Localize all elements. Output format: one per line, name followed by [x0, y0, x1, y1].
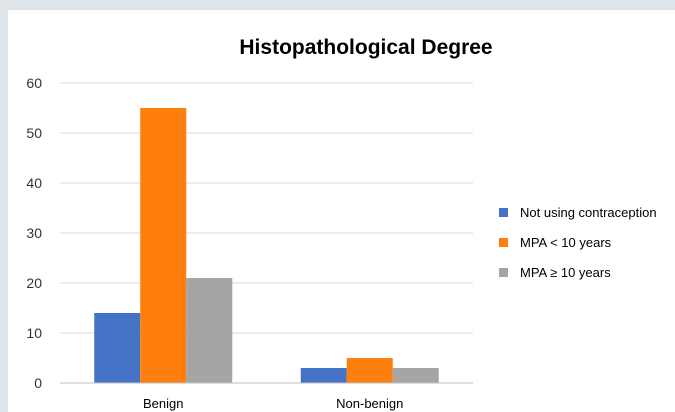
category-label: Benign: [143, 396, 183, 411]
y-tick-label: 50: [26, 125, 42, 141]
legend-swatch: [499, 238, 508, 247]
legend-label: Not using contraception: [520, 205, 657, 220]
bar-non-benign-series-1: [300, 368, 347, 383]
y-tick-label: 60: [26, 75, 42, 91]
legend-label: MPA ≥ 10 years: [520, 265, 611, 280]
y-tick-label: 10: [26, 325, 42, 341]
legend-swatch: [499, 208, 508, 217]
bar-non-benign-series-3: [392, 368, 439, 383]
y-tick-label: 0: [34, 375, 42, 391]
legend: Not using contraception MPA < 10 years MPA…: [499, 205, 657, 280]
chart-area: Histopathological Degree 0 10 20 30 40 50 60 B…: [8, 10, 675, 412]
y-tick-label: 40: [26, 175, 42, 191]
bars: [94, 108, 439, 383]
legend-swatch: [499, 268, 508, 277]
chart-title: Histopathological Degree: [239, 36, 492, 59]
gridlines: [60, 82, 473, 334]
y-axis-tick-labels: 0 10 20 30 40 50 60: [26, 75, 42, 391]
bar-benign-series-1: [94, 313, 141, 383]
bar-benign-series-3: [186, 278, 233, 383]
y-tick-label: 20: [26, 275, 42, 291]
bar-chart: Histopathological Degree 0 10 20 30 40 50 60 B…: [26, 36, 657, 411]
y-tick-label: 30: [26, 225, 42, 241]
legend-label: MPA < 10 years: [520, 235, 612, 250]
x-axis-category-labels: Benign Non-benign: [143, 396, 403, 411]
bar-non-benign-series-2: [346, 358, 393, 383]
bar-benign-series-2: [140, 108, 187, 383]
category-label: Non-benign: [336, 396, 403, 411]
